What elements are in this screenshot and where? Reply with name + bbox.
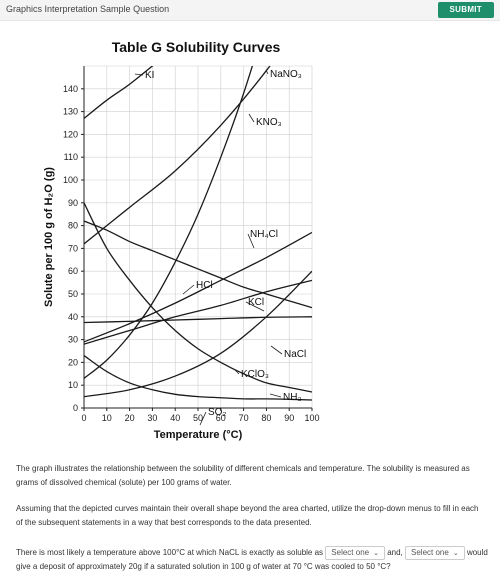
y-tick-label: 130 [63,107,78,117]
y-tick-label: 70 [68,243,78,253]
series-line-kcl [84,279,312,345]
question-statement: There is most likely a temperature above… [16,546,491,574]
question-text-part1: There is most likely a temperature above… [16,548,324,558]
series-label-hcl: HCl [196,280,213,291]
y-tick-label: 20 [68,357,78,367]
x-tick-label: 60 [216,413,226,423]
dropdown-1[interactable]: Select one ⌄ [325,546,385,560]
series-label-so: SO₂ [208,407,226,418]
x-tick-label: 30 [147,413,157,423]
top-bar: Graphics Interpretation Sample Question … [0,0,500,21]
series-line-hcl [84,220,312,309]
y-tick-label: 0 [73,403,78,413]
y-tick-label: 140 [63,84,78,94]
y-tick-label: 90 [68,198,78,208]
x-tick-label: 100 [304,413,319,423]
chart-title: Table G Solubility Curves [112,39,281,55]
chevron-down-icon: ⌄ [373,550,379,557]
y-tick-label: 120 [63,129,78,139]
question-text-part3: would give a deposit of approximately 20… [16,548,488,572]
chart-container: Table G Solubility Curves 0 10 20 30 40 50 60 70… [0,26,500,446]
x-tick-label: 20 [125,413,135,423]
series-leader-kclo [233,368,240,375]
series-label-kno: KNO₃ [256,117,282,128]
x-axis-label: Temperature (°C) [154,429,243,441]
x-tick-label: 0 [81,413,86,423]
y-tick-label: 40 [68,312,78,322]
x-tick-label: 50 [193,413,203,423]
series-leader-kcl [245,301,265,312]
series-leader-nh [269,393,282,398]
series-group [84,66,312,401]
series-line-ki [84,66,154,119]
page-title: Graphics Interpretation Sample Question [6,4,170,14]
solubility-chart: Table G Solubility Curves 0 10 20 30 40 50 60 70… [43,39,320,441]
x-tick-label: 80 [261,413,271,423]
y-tick-label: 30 [68,335,78,345]
series-leader-nhcl [247,233,255,249]
series-line-kclo [84,270,312,398]
series-leader-kno [248,113,255,123]
y-tick-label: 10 [68,380,78,390]
series-label-nhcl: NH₄Cl [250,229,278,240]
instructions-paragraph: Assuming that the depicted curves mainta… [16,504,479,527]
series-line-nh [84,202,312,393]
y-axis-label: Solute per 100 g of H₂O (g) [43,167,55,307]
series-line-kno [84,66,254,379]
y-tick-label: 110 [64,152,78,162]
dropdown-1-value: Select one [331,548,370,557]
x-tick-label: 10 [102,413,112,423]
series-label-kclo: KClO₃ [241,369,269,380]
series-label-nano: NaNO₃ [270,69,302,80]
series-label-nh: NH₃ [283,392,302,403]
y-tick-label: 50 [68,289,78,299]
submit-button[interactable]: SUBMIT [437,2,494,18]
dropdown-2-value: Select one [411,548,449,557]
series-label-ki: KI [145,70,154,81]
y-tick-label: 60 [68,266,78,276]
series-leader-hcl [182,284,195,295]
chevron-down-icon: ⌄ [452,550,459,557]
x-tick-label: 40 [170,413,180,423]
series-leader-so [199,411,207,426]
y-tick-label: 80 [68,221,78,231]
series-leader-ki [134,73,144,76]
y-tick-label: 100 [63,175,78,185]
x-tick-label: 70 [239,413,249,423]
series-line-so [84,355,312,401]
series-line-nacl [84,316,312,324]
question-text-part2: and, [387,548,403,558]
series-line-nano [84,66,271,245]
series-line-nhcl [84,231,312,343]
series-label-nacl: NaCl [284,349,306,360]
dropdown-2[interactable]: Select one ⌄ [405,546,465,560]
x-tick-label: 90 [284,413,294,423]
intro-paragraph: The graph illustrates the relationship b… [16,464,470,487]
series-label-kcl: KCl [248,297,264,308]
series-leader-nano [265,69,269,75]
series-leader-nacl [270,345,283,355]
